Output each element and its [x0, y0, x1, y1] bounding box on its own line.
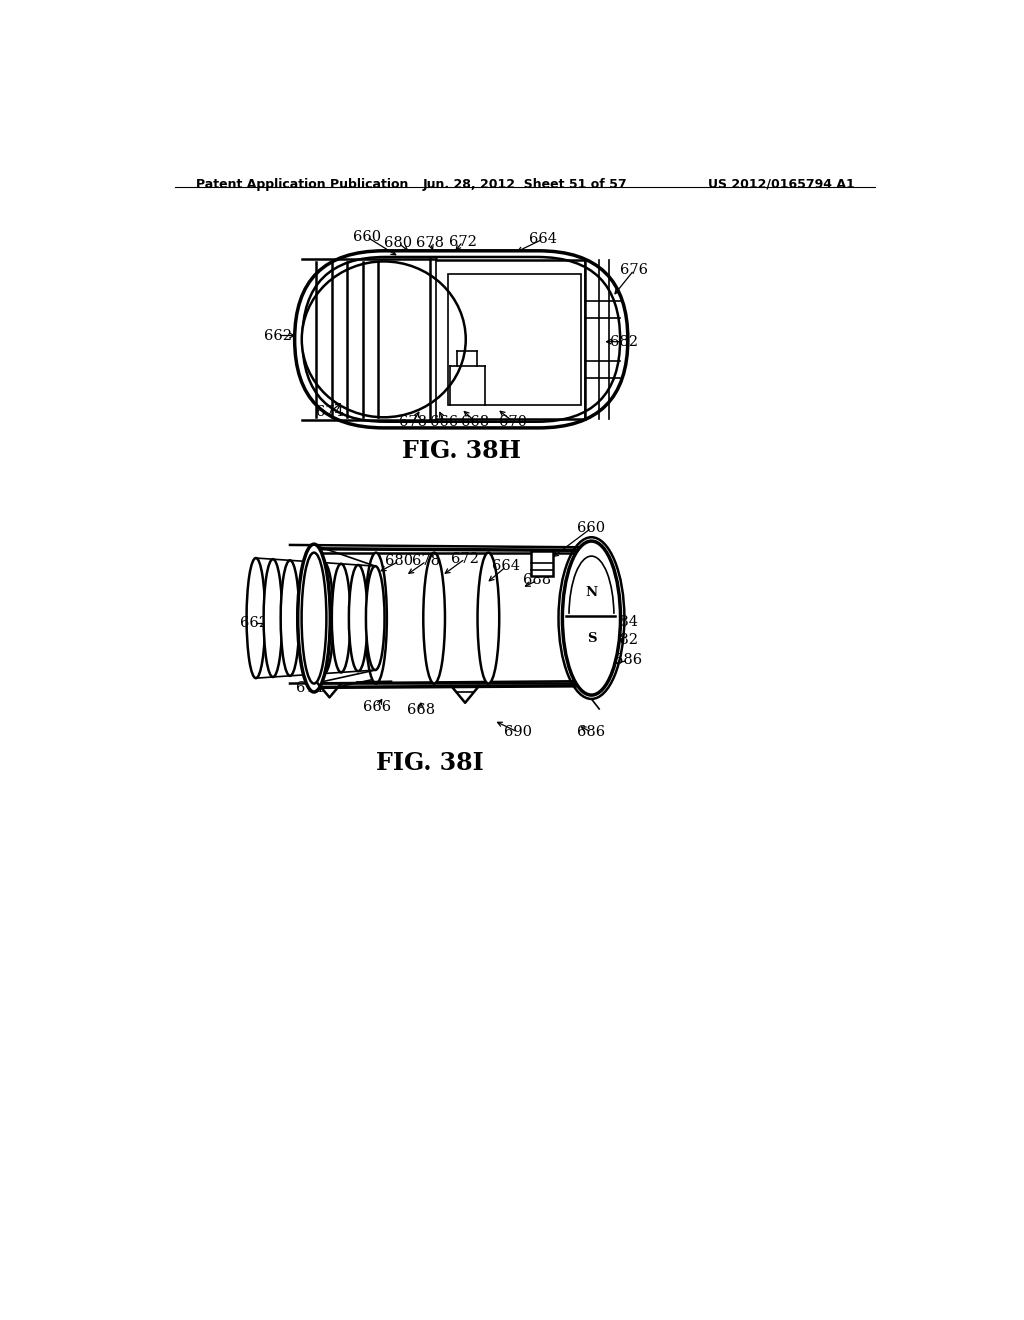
Text: 682: 682	[610, 335, 638, 348]
Text: 678: 678	[413, 554, 440, 568]
Text: 680: 680	[385, 554, 414, 568]
FancyBboxPatch shape	[295, 251, 628, 428]
Text: 682: 682	[610, 632, 638, 647]
Text: 688: 688	[523, 573, 551, 587]
Text: 666: 666	[364, 700, 391, 714]
Ellipse shape	[366, 553, 387, 684]
Ellipse shape	[562, 541, 621, 696]
Text: 666: 666	[430, 414, 459, 429]
Text: 664: 664	[528, 232, 557, 247]
Text: N: N	[586, 586, 598, 599]
Text: 662: 662	[241, 616, 268, 631]
Text: 660: 660	[578, 521, 605, 535]
Text: 678: 678	[416, 236, 444, 249]
Text: 670: 670	[499, 414, 527, 429]
Text: 662: 662	[263, 329, 292, 342]
Bar	[449, 275, 582, 405]
Text: 680: 680	[384, 236, 413, 249]
Text: 678: 678	[399, 414, 427, 429]
Ellipse shape	[281, 561, 299, 676]
Ellipse shape	[263, 560, 283, 677]
Text: Patent Application Publication: Patent Application Publication	[197, 178, 409, 190]
Text: 674: 674	[296, 681, 324, 696]
Text: 660: 660	[352, 230, 381, 244]
Text: 668: 668	[461, 414, 489, 429]
Ellipse shape	[298, 544, 331, 692]
Text: 672: 672	[452, 552, 479, 566]
Ellipse shape	[423, 553, 445, 684]
Ellipse shape	[298, 561, 316, 675]
Ellipse shape	[332, 564, 350, 672]
Ellipse shape	[302, 261, 466, 417]
Text: 672: 672	[449, 235, 477, 248]
Text: 686: 686	[613, 653, 642, 668]
Text: 668: 668	[407, 702, 435, 717]
Ellipse shape	[302, 553, 327, 684]
Ellipse shape	[314, 562, 334, 673]
Text: S: S	[587, 632, 596, 645]
Text: FIG. 38H: FIG. 38H	[401, 440, 521, 463]
Text: 690: 690	[504, 725, 531, 739]
Text: 676: 676	[621, 263, 648, 277]
Text: 674: 674	[315, 405, 343, 420]
Bar	[531, 552, 553, 576]
Ellipse shape	[349, 565, 368, 672]
Text: FIG. 38I: FIG. 38I	[377, 751, 484, 775]
Text: 686: 686	[578, 725, 605, 739]
Text: US 2012/0165794 A1: US 2012/0165794 A1	[709, 178, 855, 190]
Text: 664: 664	[493, 560, 520, 573]
Text: 684: 684	[610, 615, 638, 628]
Ellipse shape	[247, 558, 265, 678]
Ellipse shape	[366, 566, 385, 671]
Text: Jun. 28, 2012  Sheet 51 of 57: Jun. 28, 2012 Sheet 51 of 57	[423, 178, 627, 190]
Ellipse shape	[477, 553, 500, 684]
